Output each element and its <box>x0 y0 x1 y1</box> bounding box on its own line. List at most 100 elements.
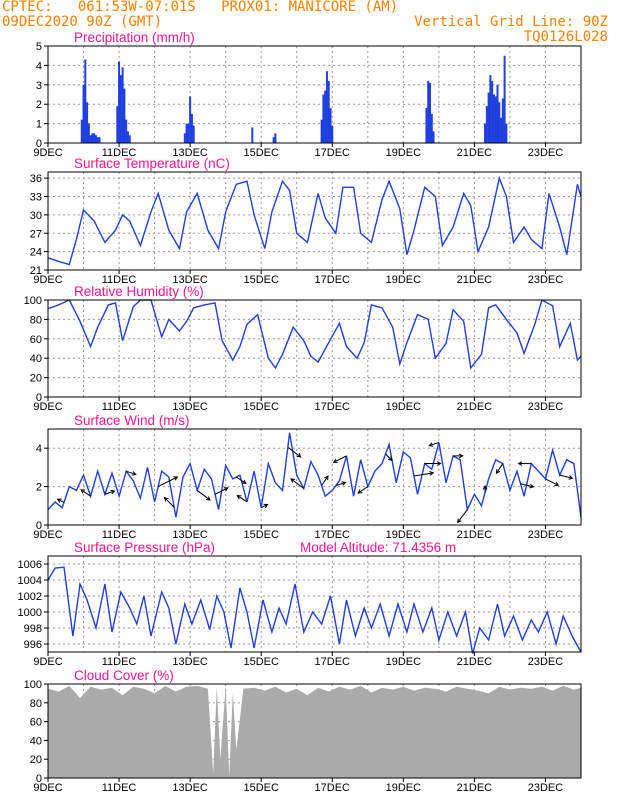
panel-frame <box>47 299 582 398</box>
x-tick-label: 23DEC <box>528 147 564 159</box>
precip-bar <box>491 80 494 143</box>
precip-bar <box>274 133 277 143</box>
x-tick-label: 21DEC <box>457 529 493 541</box>
precip-bar <box>123 88 126 143</box>
precip-bar <box>272 137 275 143</box>
panel-title: Precipitation (mm/h) <box>74 30 195 45</box>
precip-bar <box>498 102 501 143</box>
y-tick-label: 1000 <box>18 607 42 619</box>
x-tick-label: 17DEC <box>315 656 351 668</box>
precip-bar <box>98 137 101 143</box>
x-tick-label: 15DEC <box>243 401 279 413</box>
x-tick-label: 23DEC <box>528 401 564 413</box>
wind-arrow <box>335 481 346 487</box>
precip-bar <box>183 133 186 143</box>
precip-bar <box>496 84 499 143</box>
wind-arrow-head <box>206 496 211 501</box>
wind-arrow <box>413 472 434 477</box>
wind-arrow <box>57 498 65 503</box>
x-tick-label: 13DEC <box>172 782 208 794</box>
x-tick-label: 13DEC <box>172 529 208 541</box>
precip-bar <box>91 133 94 143</box>
wind-arrow-head <box>482 484 488 490</box>
x-tick-label: 11DEC <box>102 274 137 286</box>
wind-arrow <box>559 474 573 479</box>
x-tick-label: 21DEC <box>457 147 493 159</box>
wind-arrow <box>520 483 534 488</box>
x-tick-label: 15DEC <box>243 782 279 794</box>
wind-arrow <box>237 495 248 503</box>
precip-bar <box>185 123 188 143</box>
x-tick-label: 23DEC <box>528 529 564 541</box>
y-tick-label: 0 <box>36 520 42 532</box>
y-tick-label: 20 <box>30 373 42 385</box>
wind-arrow <box>80 489 91 497</box>
precip-bar <box>487 92 490 143</box>
panel-frame <box>47 555 582 653</box>
precip-bar <box>324 90 327 143</box>
wind-arrow-head <box>387 456 393 462</box>
precip-bar <box>500 117 503 143</box>
x-tick-label: 19DEC <box>386 147 422 159</box>
y-tick-label: 1002 <box>18 591 42 603</box>
pres-line <box>47 566 582 654</box>
y-tick-label: 40 <box>30 735 42 747</box>
wind-arrow-head <box>223 487 229 492</box>
x-tick-label: 21DEC <box>457 401 493 413</box>
panel-wind: 0 2 4 9DEC 11DEC 13DEC 15DEC 17DEC 19DEC 21DEC 23D… <box>33 413 582 541</box>
wind-arrow <box>496 463 504 474</box>
x-tick-label: 17DEC <box>315 274 351 286</box>
precip-bar <box>87 123 90 143</box>
wind-arrow-head <box>457 518 462 524</box>
header-grid-note: Vertical Grid Line: 90Z <box>414 14 608 30</box>
precip-bar <box>128 135 131 143</box>
precip-bar <box>125 119 128 143</box>
x-tick-label: 9DEC <box>33 147 62 159</box>
header-model-id: TQ0126L028 <box>523 29 608 45</box>
precip-bar <box>501 98 504 143</box>
y-tick-label: 100 <box>24 295 42 307</box>
wind-arrow <box>104 490 115 495</box>
wind-arrow <box>157 476 178 488</box>
wind-arrow-head <box>163 496 169 502</box>
wind-arrow-head <box>517 461 523 466</box>
wind-arrow-head <box>495 469 501 475</box>
y-tick-label: 80 <box>30 698 42 710</box>
precip-bar <box>430 113 433 143</box>
panel-title: Surface Temperature (nC) <box>74 156 230 171</box>
x-tick-label: 15DEC <box>243 274 279 286</box>
precip-bar <box>80 119 83 143</box>
wind-arrow <box>126 470 136 475</box>
wind-arrow-head <box>324 475 329 481</box>
panel-temp: 21 24 27 30 33 36 9DEC 11DEC 13DEC 15DEC 17DEC 19DE… <box>30 156 582 286</box>
wind-arrow <box>214 487 229 495</box>
precip-bar <box>84 59 87 143</box>
y-tick-label: 33 <box>30 192 42 204</box>
wind-arrow <box>196 490 211 501</box>
x-tick-label: 15DEC <box>243 529 279 541</box>
panel-cloud: 0 20 40 60 80 100 9DEC 11DEC 13DEC 15DEC 17DEC 19DE… <box>24 668 582 794</box>
wind-arrow <box>321 475 329 486</box>
x-tick-label: 21DEC <box>457 656 493 668</box>
panel-title: Cloud Cover (%) <box>74 668 174 683</box>
wind-arrow-head <box>428 442 434 447</box>
y-tick-label: 40 <box>30 353 42 365</box>
y-tick-label: 4 <box>36 60 42 72</box>
y-tick-label: 998 <box>24 623 42 635</box>
x-tick-label: 17DEC <box>315 401 351 413</box>
wind-arrow-head <box>436 461 442 466</box>
precip-bar <box>116 106 119 143</box>
x-tick-label: 9DEC <box>33 529 62 541</box>
x-tick-label: 23DEC <box>528 656 564 668</box>
y-tick-label: 36 <box>30 173 42 185</box>
wind-arrow-head <box>80 489 86 494</box>
precip-bar <box>96 137 99 143</box>
panel-frame <box>47 683 582 779</box>
wind-arrow-head <box>131 471 137 476</box>
wind-line <box>47 432 582 518</box>
y-tick-label: 1006 <box>18 559 42 571</box>
precip-bar <box>82 84 85 143</box>
wind-arrow <box>545 478 559 486</box>
y-tick-label: 4 <box>36 443 42 455</box>
